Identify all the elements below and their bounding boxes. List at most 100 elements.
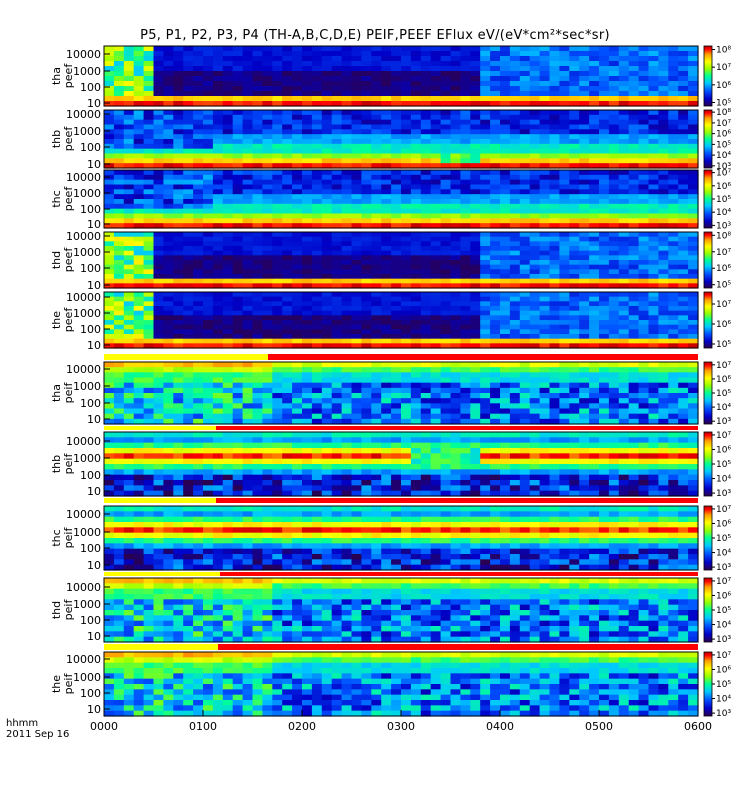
- heatmap-cell: [222, 208, 234, 215]
- heatmap-cell: [688, 324, 699, 330]
- heatmap-cell: [193, 250, 204, 256]
- heatmap-cell: [371, 101, 382, 107]
- heatmap-cell: [351, 418, 362, 425]
- heatmap-cell: [579, 91, 590, 97]
- heatmap-cell: [292, 301, 303, 307]
- heatmap-cell: [133, 310, 145, 316]
- heatmap-cell: [648, 124, 659, 130]
- heatmap-cell: [648, 408, 659, 415]
- heatmap-cell: [232, 96, 244, 102]
- heatmap-cell: [272, 377, 283, 384]
- heatmap-cell: [559, 134, 570, 140]
- heatmap-cell: [668, 51, 679, 57]
- heatmap-cell: [391, 139, 402, 145]
- heatmap-cell: [133, 432, 145, 438]
- heatmap-cell: [401, 56, 412, 62]
- heatmap-cell: [500, 408, 511, 415]
- heatmap-cell: [450, 148, 461, 155]
- heatmap-cell: [618, 301, 630, 307]
- heatmap-cell: [351, 292, 362, 298]
- heatmap-cell: [203, 343, 214, 349]
- y-tick-label: 1000: [73, 65, 101, 78]
- heatmap-cell: [113, 66, 125, 72]
- heatmap-cell: [480, 367, 491, 373]
- heatmap-cell: [569, 148, 580, 155]
- heatmap-cell: [371, 61, 382, 67]
- heatmap-cell: [529, 101, 541, 107]
- heatmap-cell: [222, 71, 234, 77]
- heatmap-cell: [509, 413, 521, 420]
- heatmap-cell: [648, 398, 659, 404]
- heatmap-cell: [232, 76, 244, 82]
- heatmap-cell: [351, 223, 362, 229]
- heatmap-cell: [440, 223, 452, 229]
- heatmap-cell: [193, 413, 204, 420]
- heatmap-cell: [193, 264, 204, 270]
- heatmap-cell: [618, 179, 630, 186]
- heatmap-cell: [519, 367, 531, 373]
- heatmap-cell: [381, 274, 392, 280]
- heatmap-cell: [133, 408, 145, 415]
- heatmap-cell: [509, 134, 521, 140]
- heatmap-cell: [559, 334, 570, 340]
- heatmap-cell: [331, 61, 343, 67]
- heatmap-cell: [173, 91, 184, 97]
- heatmap-cell: [331, 480, 343, 486]
- heatmap-cell: [490, 250, 501, 256]
- heatmap-cell: [519, 310, 531, 316]
- heatmap-cell: [203, 453, 214, 460]
- heatmap-cell: [302, 203, 313, 210]
- heatmap-cell: [351, 324, 362, 330]
- heatmap-cell: [311, 96, 323, 102]
- heatmap-cell: [569, 66, 580, 72]
- heatmap-cell: [589, 223, 600, 229]
- heatmap-cell: [450, 46, 461, 52]
- heatmap-cell: [104, 218, 115, 224]
- heatmap-cell: [212, 124, 224, 130]
- heatmap-cell: [618, 61, 630, 67]
- heatmap-cell: [549, 91, 560, 97]
- heatmap-cell: [282, 398, 293, 404]
- heatmap-cell: [331, 296, 343, 302]
- heatmap-cell: [381, 81, 392, 87]
- heatmap-cell: [153, 158, 164, 164]
- heatmap-cell: [262, 236, 273, 242]
- heatmap-cell: [599, 153, 610, 159]
- heatmap-cell: [203, 292, 214, 298]
- heatmap-cell: [104, 119, 115, 126]
- heatmap-cell: [272, 189, 283, 195]
- heatmap-cell: [222, 301, 234, 307]
- heatmap-cell: [658, 418, 669, 425]
- heatmap-cell: [509, 264, 521, 270]
- heatmap-cell: [668, 278, 679, 284]
- heatmap-cell: [302, 310, 313, 316]
- heatmap-cell: [242, 170, 254, 176]
- heatmap-cell: [361, 315, 372, 321]
- heatmap-cell: [420, 163, 432, 169]
- heatmap-cell: [232, 296, 244, 302]
- heatmap-cell: [391, 301, 402, 307]
- heatmap-cell: [212, 236, 224, 242]
- heatmap-cell: [638, 264, 650, 270]
- heatmap-cell: [143, 310, 155, 316]
- heatmap-cell: [331, 96, 343, 102]
- heatmap-cell: [628, 334, 640, 340]
- heatmap-cell: [599, 208, 610, 215]
- heatmap-cell: [252, 338, 263, 344]
- heatmap-cell: [539, 306, 551, 312]
- heatmap-cell: [599, 315, 610, 321]
- heatmap-cell: [193, 469, 204, 476]
- heatmap-cell: [292, 203, 303, 210]
- heatmap-cell: [529, 432, 541, 438]
- heatmap-cell: [292, 232, 303, 238]
- heatmap-cell: [262, 432, 273, 438]
- heatmap-cell: [440, 76, 452, 82]
- heatmap-cell: [351, 96, 362, 102]
- heatmap-cell: [519, 153, 531, 159]
- heatmap-cell: [381, 269, 392, 275]
- heatmap-cell: [500, 91, 511, 97]
- heatmap-cell: [143, 232, 155, 238]
- heatmap-cell: [480, 208, 491, 215]
- heatmap-cell: [361, 199, 372, 205]
- heatmap-cell: [470, 274, 481, 280]
